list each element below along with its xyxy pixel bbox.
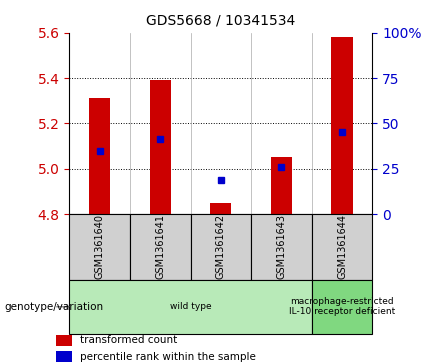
Bar [210,203,231,214]
Bar [312,214,372,280]
Text: GSM1361644: GSM1361644 [337,214,347,280]
Text: macrophage-restricted
IL-10 receptor deficient: macrophage-restricted IL-10 receptor def… [289,297,395,317]
Bar [271,158,292,214]
Text: GSM1361640: GSM1361640 [94,214,105,280]
Text: wild type: wild type [170,302,211,311]
Bar [251,214,312,280]
Bar [130,214,191,280]
Text: GSM1361642: GSM1361642 [216,214,226,280]
Bar [69,280,312,334]
Bar [56,335,72,346]
Text: GSM1361643: GSM1361643 [276,214,287,280]
Bar [89,98,110,214]
Text: genotype/variation: genotype/variation [4,302,103,312]
Text: transformed count: transformed count [80,335,177,345]
Text: GSM1361641: GSM1361641 [155,214,165,280]
Bar [69,214,130,280]
Title: GDS5668 / 10341534: GDS5668 / 10341534 [146,13,295,27]
Bar [56,351,72,362]
Bar [312,280,372,334]
Text: percentile rank within the sample: percentile rank within the sample [80,352,256,362]
Bar [332,37,352,214]
Bar [191,214,251,280]
Bar [150,80,171,214]
